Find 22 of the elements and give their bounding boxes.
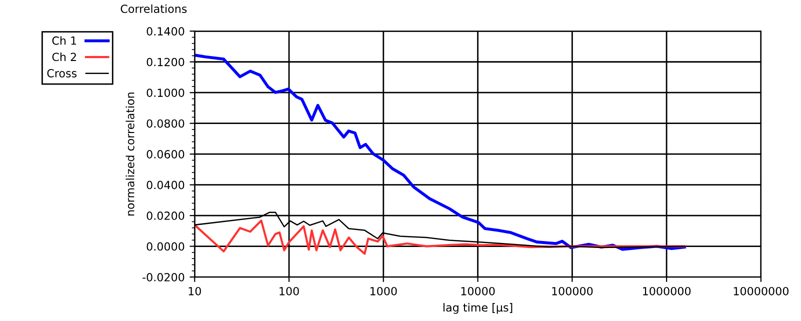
y-tick-label: 0.0600 — [146, 150, 184, 158]
chart-title: Correlations — [120, 4, 187, 13]
y-tick-label: 0.1200 — [146, 58, 184, 66]
x-tick-label: 10000 — [461, 286, 495, 296]
y-tick-label: 0.1000 — [146, 88, 184, 97]
legend-label: Ch 1 — [52, 36, 76, 45]
x-tick-label: 100 — [280, 286, 299, 296]
x-tick-label: 1000 — [370, 286, 397, 296]
y-tick-label: 0.0000 — [146, 242, 184, 251]
x-tick-label: 1000000 — [643, 286, 691, 296]
y-tick-label: 0.0200 — [146, 212, 184, 220]
y-axis-title: normalized correlation — [126, 92, 134, 216]
x-tick-label: 10000000 — [734, 286, 788, 296]
x-tick-label: 10 — [188, 286, 201, 296]
y-tick-label: -0.0200 — [142, 273, 184, 282]
legend-label: Ch 2 — [52, 52, 76, 62]
legend-label: Cross — [47, 69, 77, 78]
y-tick-label: 0.0800 — [146, 119, 184, 128]
x-axis-title: lag time [µs] — [444, 303, 512, 314]
x-tick-label: 100000 — [552, 286, 593, 296]
y-tick-label: 0.1400 — [146, 27, 184, 36]
y-tick-label: 0.0400 — [146, 180, 184, 190]
